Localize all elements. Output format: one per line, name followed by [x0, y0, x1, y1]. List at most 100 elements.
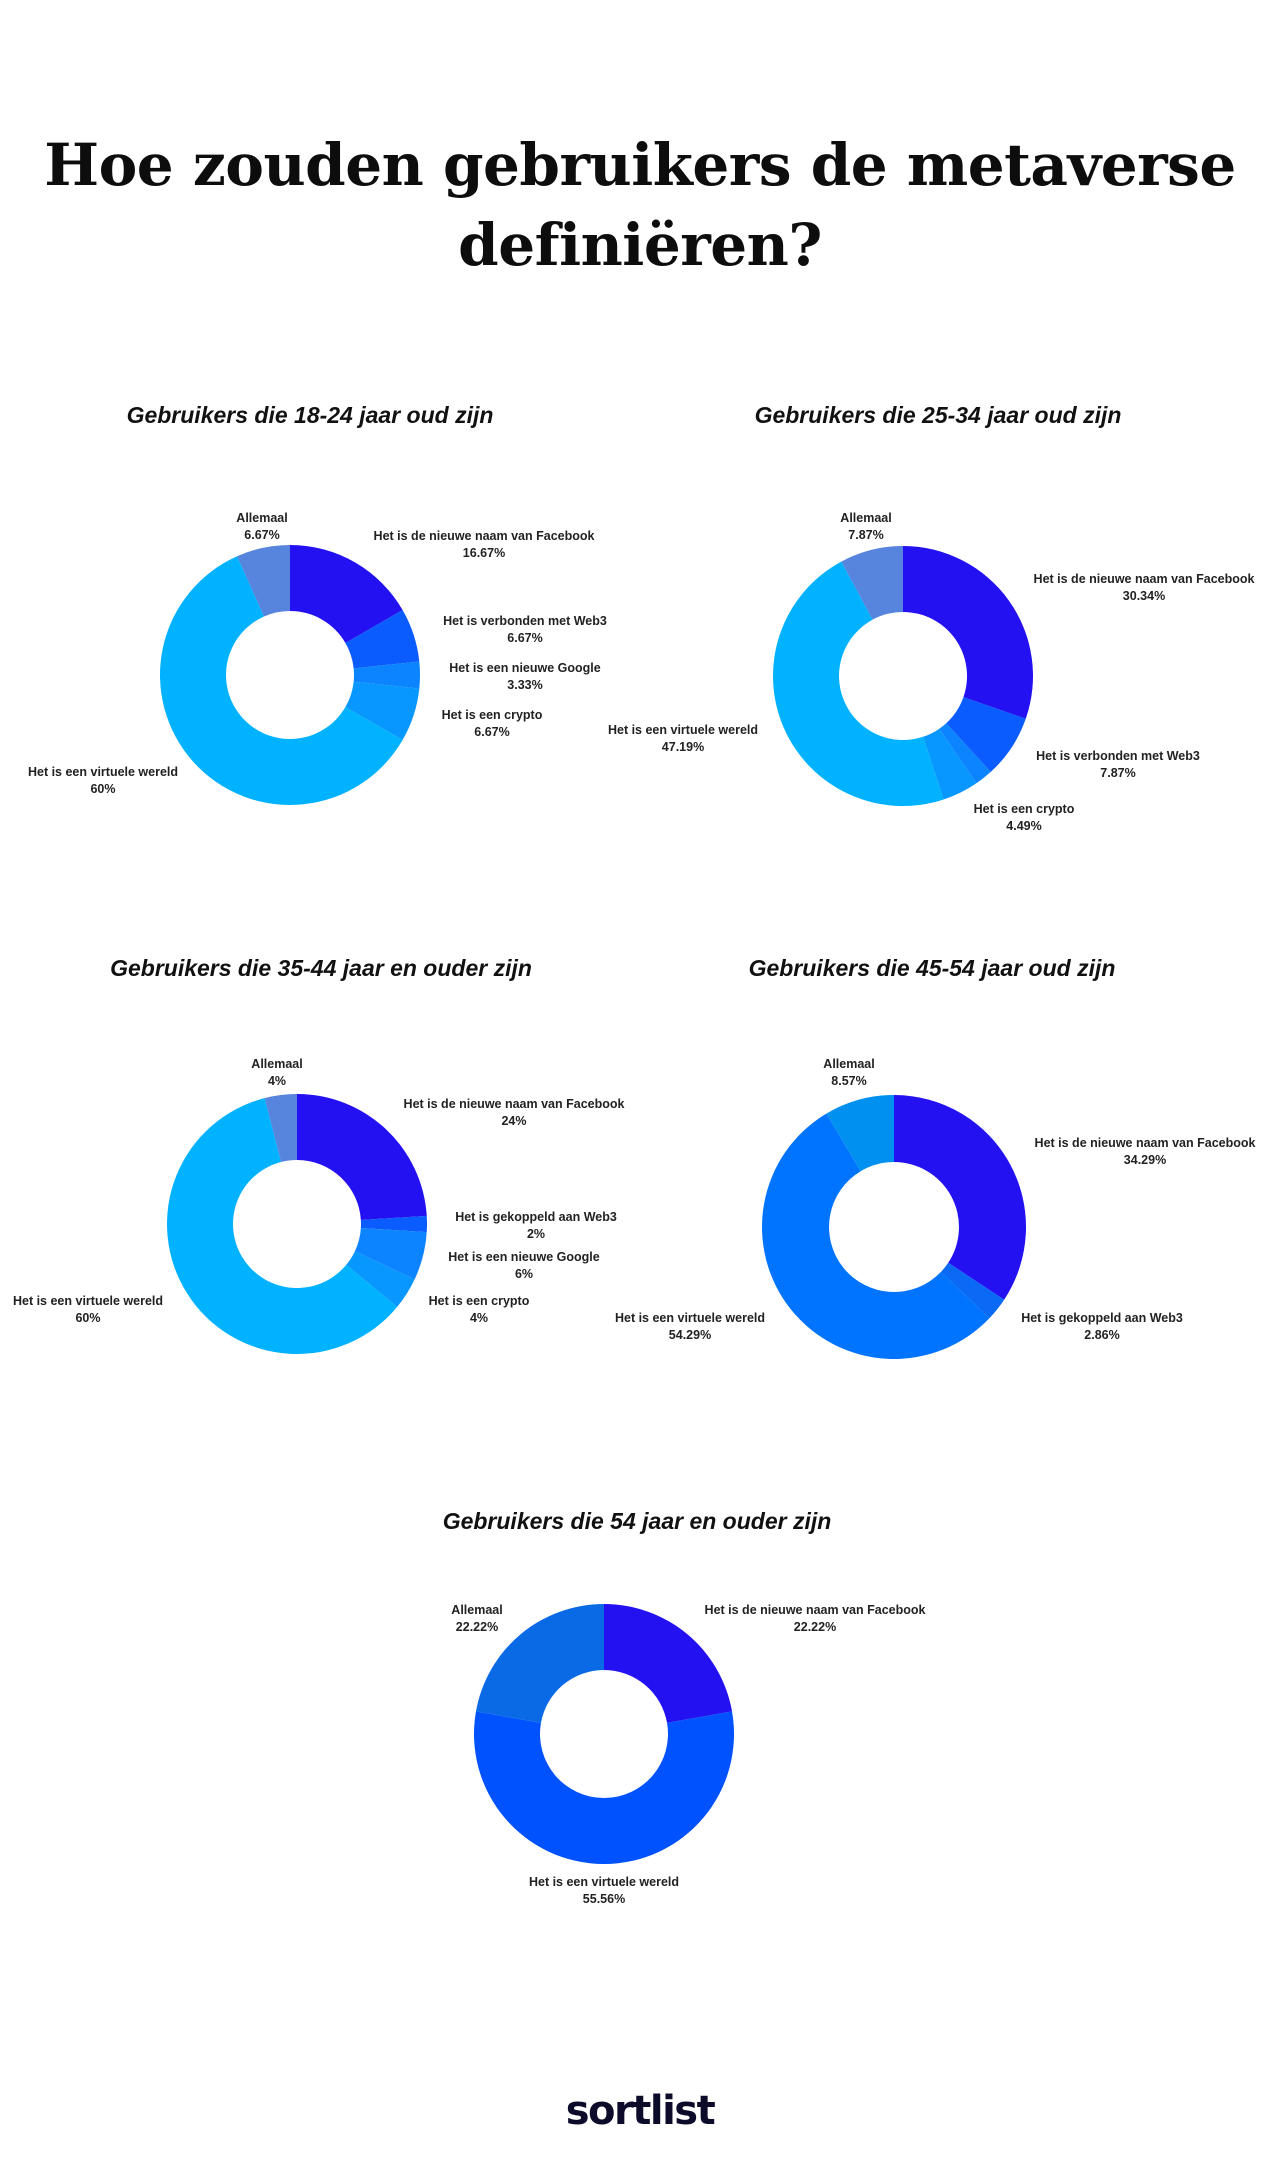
page-title: Hoe zouden gebruikers de metaverse defin… [0, 125, 1280, 285]
segment-label-virtual: Het is een virtuele wereld 60% [13, 1293, 163, 1327]
segment-label-virtual: Het is een virtuele wereld 47.19% [608, 722, 758, 756]
donut-chart-25-34 [773, 546, 1033, 806]
segment-label-name: Het is een nieuwe Google [448, 1250, 600, 1264]
chart-title-25-34: Gebruikers die 25-34 jaar oud zijn [754, 402, 1122, 428]
segment-label-allemaal: Allemaal 6.67% [236, 510, 287, 544]
donut-slice-het-is-de-nieuwe-naam-van-facebook [903, 546, 1033, 719]
segment-label-name: Het is verbonden met Web3 [1036, 749, 1200, 763]
sortlist-logo: sortlist [565, 2088, 716, 2134]
page-title-line-1: Hoe zouden gebruikers de metaverse [44, 131, 1236, 199]
donut-slice-het-is-een-virtuele-wereld [160, 556, 403, 805]
donut-slice-allemaal [237, 545, 290, 617]
donut-slice-het-is-een-nieuwe-google [353, 661, 420, 689]
segment-label-allemaal: Allemaal 22.22% [451, 1602, 502, 1636]
segment-label-allemaal: Allemaal 8.57% [823, 1056, 874, 1090]
donut-slice-other [939, 723, 991, 784]
donut-chart-35-44 [167, 1094, 427, 1354]
segment-label-value: 7.87% [1100, 766, 1136, 780]
donut-slice-het-is-een-crypto [923, 728, 977, 800]
segment-label-name: Het is gekoppeld aan Web3 [455, 1210, 617, 1224]
donut-slice-het-is-een-virtuele-wereld [762, 1113, 990, 1359]
segment-label-value: 60% [75, 1311, 101, 1325]
donut-slice-het-is-de-nieuwe-naam-van-facebook [894, 1095, 1026, 1300]
donut-slice-het-is-verbonden-met-web3 [345, 610, 420, 669]
segment-label-facebook: Het is de nieuwe naam van Facebook 16.67% [374, 528, 595, 562]
segment-label-value: 6.67% [244, 528, 280, 542]
segment-label-crypto: Het is een crypto 6.67% [442, 707, 543, 741]
chart-title-54-plus: Gebruikers die 54 jaar en ouder zijn [442, 1508, 832, 1534]
segment-label-web3: Het is gekoppeld aan Web3 2.86% [1021, 1310, 1183, 1344]
chart-title-35-44: Gebruikers die 35-44 jaar en ouder zijn [110, 955, 532, 981]
donut-slice-het-is-gekoppeld-aan-web3 [940, 1262, 1005, 1319]
segment-label-value: 6% [514, 1267, 534, 1281]
segment-label-value: 6.67% [507, 631, 543, 645]
donut-chart-18-24 [160, 545, 420, 805]
segment-label-name: Het is de nieuwe naam van Facebook [373, 529, 595, 543]
donut-chart-54-plus [473, 1604, 734, 1864]
segment-label-value: 54.29% [668, 1328, 712, 1342]
segment-label-name: Het is de nieuwe naam van Facebook [1034, 1136, 1256, 1150]
segment-label-name: Allemaal [251, 1057, 303, 1071]
donut-slice-allemaal [475, 1604, 604, 1723]
segment-label-name: Het is een virtuele wereld [27, 765, 179, 779]
donut-slice-het-is-een-virtuele-wereld [167, 1098, 398, 1354]
segment-label-value: 7.87% [848, 528, 884, 542]
segment-label-web3: Het is gekoppeld aan Web3 2% [455, 1209, 617, 1243]
donut-slice-het-is-een-crypto [346, 1251, 415, 1307]
segment-label-google: Het is een nieuwe Google 6% [448, 1249, 599, 1283]
segment-label-name: Het is gekoppeld aan Web3 [1021, 1311, 1183, 1325]
donut-slice-het-is-de-nieuwe-naam-van-facebook [290, 545, 403, 644]
segment-label-name: Het is verbonden met Web3 [443, 614, 607, 628]
donut-slice-allemaal [264, 1094, 297, 1163]
segment-label-facebook: Het is de nieuwe naam van Facebook 22.22% [705, 1602, 926, 1636]
segment-label-name: Het is de nieuwe naam van Facebook [1033, 572, 1255, 586]
donut-slice-het-is-een-virtuele-wereld [773, 561, 944, 806]
segment-label-value: 4% [267, 1074, 287, 1088]
segment-label-web3: Het is verbonden met Web3 6.67% [443, 613, 607, 647]
segment-label-name: Het is een nieuwe Google [449, 661, 601, 675]
segment-label-value: 55.56% [582, 1892, 626, 1906]
segment-label-facebook: Het is de nieuwe naam van Facebook 34.29% [1035, 1135, 1256, 1169]
donut-slice-het-is-een-nieuwe-google [354, 1228, 427, 1280]
segment-label-name: Het is een virtuele wereld [12, 1294, 164, 1308]
segment-label-value: 4% [469, 1311, 489, 1325]
segment-label-value: 47.19% [661, 740, 705, 754]
segment-label-value: 60% [90, 782, 116, 796]
chart-title-45-54: Gebruikers die 45-54 jaar oud zijn [748, 955, 1116, 981]
donut-slice-allemaal [826, 1095, 894, 1172]
segment-label-value: 6.67% [474, 725, 510, 739]
segment-label-value: 8.57% [831, 1074, 867, 1088]
segment-label-name: Het is een crypto [973, 802, 1075, 816]
segment-label-value: 24% [501, 1114, 527, 1128]
segment-label-value: 2% [526, 1227, 546, 1241]
segment-label-name: Het is de nieuwe naam van Facebook [403, 1097, 625, 1111]
segment-label-crypto: Het is een crypto 4.49% [974, 801, 1075, 835]
donut-slice-het-is-gekoppeld-aan-web3 [360, 1215, 427, 1233]
segment-label-value: 3.33% [507, 678, 543, 692]
donut-slice-allemaal [841, 546, 903, 620]
segment-label-value: 22.22% [455, 1620, 499, 1634]
segment-label-value: 30.34% [1122, 589, 1166, 603]
segment-label-virtual: Het is een virtuele wereld 60% [28, 764, 178, 798]
segment-label-name: Het is een virtuele wereld [528, 1875, 680, 1889]
donut-chart-45-54 [762, 1095, 1026, 1359]
page-title-line-2: definiëren? [458, 211, 822, 279]
segment-label-name: Allemaal [451, 1603, 503, 1617]
donut-slice-het-is-een-crypto [345, 681, 420, 741]
segment-label-name: Het is een virtuele wereld [607, 723, 759, 737]
segment-label-name: Het is een crypto [428, 1294, 530, 1308]
chart-title-18-24: Gebruikers die 18-24 jaar oud zijn [126, 402, 494, 428]
segment-label-google: Het is een nieuwe Google 3.33% [449, 660, 600, 694]
segment-label-allemaal: Allemaal 4% [251, 1056, 302, 1090]
segment-label-value: 34.29% [1123, 1153, 1167, 1167]
donut-slice-het-is-de-nieuwe-naam-van-facebook [297, 1094, 427, 1220]
segment-label-virtual: Het is een virtuele wereld 54.29% [615, 1310, 765, 1344]
donut-slice-het-is-verbonden-met-web3 [946, 697, 1026, 772]
segment-label-name: Het is een virtuele wereld [614, 1311, 766, 1325]
segment-label-allemaal: Allemaal 7.87% [840, 510, 891, 544]
segment-label-virtual: Het is een virtuele wereld 55.56% [529, 1874, 679, 1908]
segment-label-facebook: Het is de nieuwe naam van Facebook 24% [404, 1096, 625, 1130]
segment-label-value: 4.49% [1006, 819, 1042, 833]
segment-label-facebook: Het is de nieuwe naam van Facebook 30.34% [1034, 571, 1255, 605]
segment-label-name: Allemaal [823, 1057, 875, 1071]
